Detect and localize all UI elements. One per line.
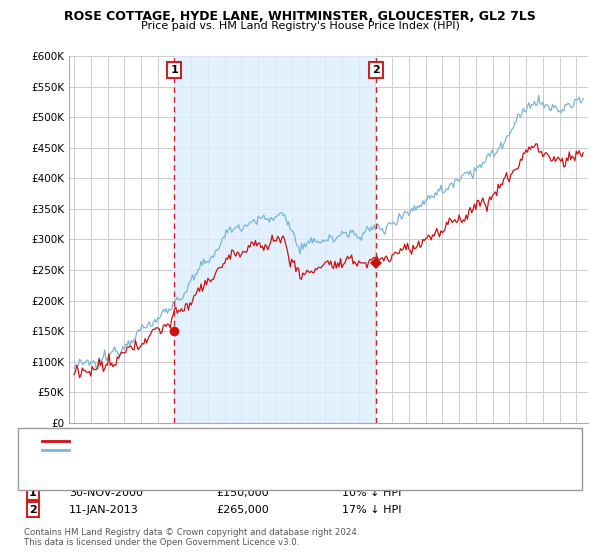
Text: ROSE COTTAGE, HYDE LANE, WHITMINSTER, GLOUCESTER, GL2 7LS (detached house): ROSE COTTAGE, HYDE LANE, WHITMINSTER, GL… [75, 436, 503, 446]
Text: 30-NOV-2000: 30-NOV-2000 [69, 488, 143, 498]
Text: 11-JAN-2013: 11-JAN-2013 [69, 505, 139, 515]
Text: 17% ↓ HPI: 17% ↓ HPI [342, 505, 401, 515]
Text: ROSE COTTAGE, HYDE LANE, WHITMINSTER, GLOUCESTER, GL2 7LS: ROSE COTTAGE, HYDE LANE, WHITMINSTER, GL… [64, 10, 536, 23]
Text: 1: 1 [29, 488, 37, 498]
Text: HPI: Average price, detached house, Stroud: HPI: Average price, detached house, Stro… [75, 445, 292, 455]
Text: 2: 2 [29, 505, 37, 515]
Text: 10% ↓ HPI: 10% ↓ HPI [342, 488, 401, 498]
Text: 1: 1 [170, 65, 178, 75]
Text: Contains HM Land Registry data © Crown copyright and database right 2024.
This d: Contains HM Land Registry data © Crown c… [24, 528, 359, 547]
Bar [175, 56, 376, 423]
Text: Price paid vs. HM Land Registry's House Price Index (HPI): Price paid vs. HM Land Registry's House … [140, 21, 460, 31]
Text: £150,000: £150,000 [216, 488, 269, 498]
Text: £265,000: £265,000 [216, 505, 269, 515]
Text: 2: 2 [373, 65, 380, 75]
